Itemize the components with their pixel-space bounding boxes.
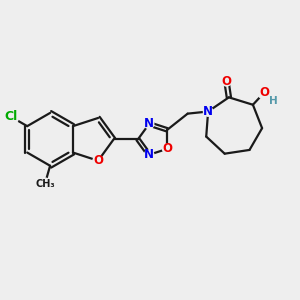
Circle shape xyxy=(222,77,231,86)
Circle shape xyxy=(163,144,172,154)
Text: O: O xyxy=(162,142,172,155)
Text: N: N xyxy=(144,118,154,130)
Text: H: H xyxy=(269,96,278,106)
Circle shape xyxy=(40,178,50,189)
Text: O: O xyxy=(221,75,232,88)
Circle shape xyxy=(3,109,19,124)
Circle shape xyxy=(144,119,154,129)
Text: CH₃: CH₃ xyxy=(35,179,55,189)
Circle shape xyxy=(144,150,154,159)
Text: N: N xyxy=(203,105,213,118)
Text: N: N xyxy=(144,148,154,161)
Text: O: O xyxy=(93,154,103,167)
Text: O: O xyxy=(259,86,269,99)
Circle shape xyxy=(258,87,270,99)
Text: Cl: Cl xyxy=(4,110,18,123)
Circle shape xyxy=(203,107,213,116)
Circle shape xyxy=(93,156,103,166)
